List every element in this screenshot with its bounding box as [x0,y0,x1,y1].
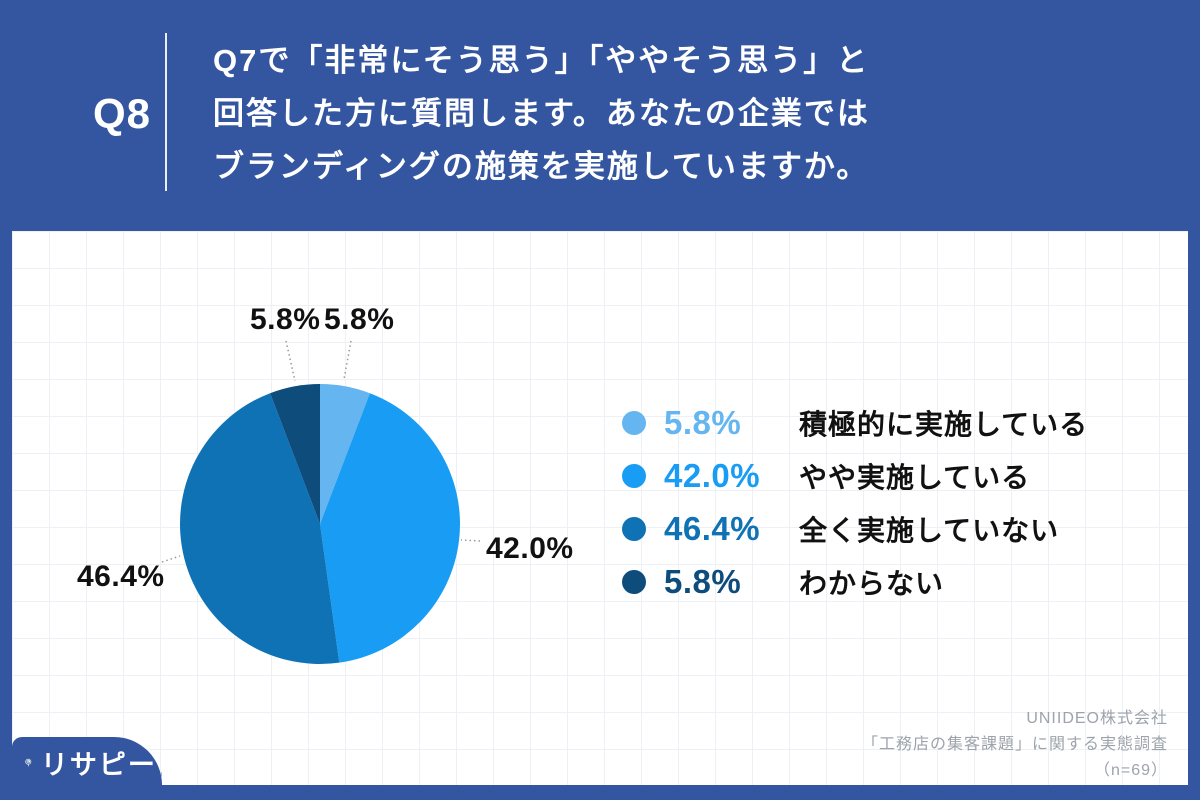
question-line-2: 回答した方に質問します。あなたの企業では [213,96,870,131]
legend-percent: 42.0% [664,456,761,494]
legend-row-2: 42.0% やや実施している [622,449,1088,502]
legend-row-4: 5.8% わからない [622,555,1088,608]
legend-label: 全く実施していない [799,514,1060,546]
legend-row-1: 5.8% 積極的に実施している [622,396,1088,449]
brand-logo-dot [160,772,162,777]
legend-label: 積極的に実施している [799,408,1089,440]
pie-label-sekkyokuteki: 5.8% [324,303,395,336]
legend-percent: 46.4% [664,509,761,547]
header-divider [165,33,167,191]
pie-label-yaya: 42.0% [486,532,574,565]
question-line-1: Q7で「非常にそう思う」「ややそう思う」と [213,43,870,78]
legend-dot [622,410,646,435]
legend-dot [622,569,646,594]
question-text: Q7で「非常にそう思う」「ややそう思う」と 回答した方に質問します。あなたの企業… [213,34,870,193]
chart-legend: 5.8% 積極的に実施している 42.0% やや実施している 46.4% 全く実… [622,396,1088,608]
legend-label: やや実施している [799,461,1031,493]
legend-row-3: 46.4% 全く実施していない [622,502,1088,555]
source-line-survey: 「工務店の集客課題」に関する実態調査 [861,736,1168,753]
question-line-3: ブランディングの施策を実施していますか。 [213,149,870,184]
resapi-logo-icon [25,758,32,766]
survey-source: UNIIDEO株式会社 「工務店の集客課題」に関する実態調査 （n=69） [862,706,1168,784]
chart-card [12,231,1188,785]
legend-percent: 5.8% [664,562,742,600]
source-line-n: （n=69） [1093,762,1168,779]
legend-percent: 5.8% [664,403,742,441]
legend-dot [622,516,646,541]
source-line-company: UNIIDEO株式会社 [1026,710,1168,727]
question-number: Q8 [92,90,152,137]
pie-label-wakaranai: 5.8% [250,303,321,336]
brand-logo-text: リサピー [40,749,157,780]
brand-tab: リサピー [12,737,162,787]
pie-label-mattaku: 46.4% [77,560,165,593]
legend-label: わからない [799,567,945,599]
legend-dot [622,463,646,488]
